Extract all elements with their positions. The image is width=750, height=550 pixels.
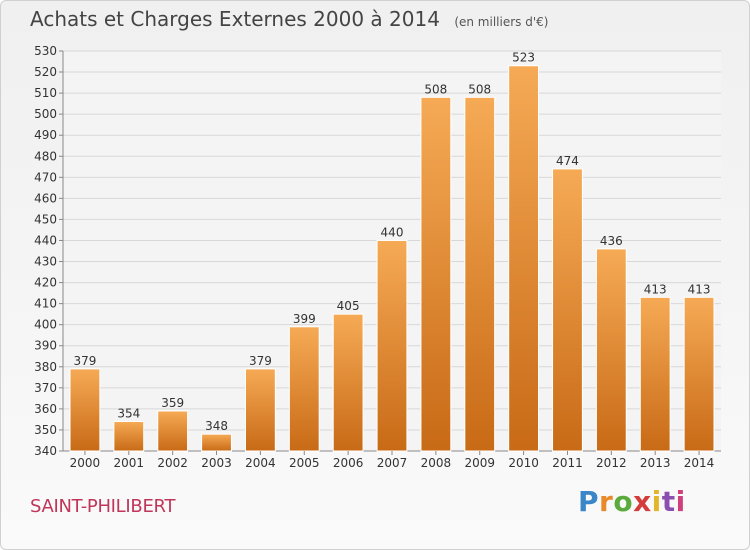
chart-title-text: Achats et Charges Externes 2000 à 2014 [30, 7, 440, 31]
x-tick-label-2000: 2000 [70, 456, 101, 470]
x-tick-label-2011: 2011 [552, 456, 583, 470]
x-tick-label-2014: 2014 [684, 456, 715, 470]
y-tick-label: 400 [34, 318, 57, 332]
chart-unit: (en milliers d'€) [454, 15, 549, 29]
logo-letter: t [661, 485, 676, 518]
chart-title: Achats et Charges Externes 2000 à 2014 (… [30, 7, 548, 31]
data-label-2003: 348 [205, 419, 228, 433]
y-tick-label: 410 [34, 297, 57, 311]
data-label-2004: 379 [249, 354, 272, 368]
x-tick-label-2007: 2007 [377, 456, 408, 470]
bar-2003 [201, 433, 232, 452]
x-tick-label-2008: 2008 [421, 456, 452, 470]
bar-2014 [683, 296, 715, 452]
y-tick-label: 340 [34, 444, 57, 458]
data-label-2012: 436 [600, 234, 623, 248]
data-label-2010: 523 [512, 51, 535, 65]
x-tick-label-2004: 2004 [245, 456, 276, 470]
y-tick-label: 440 [34, 233, 57, 247]
logo-letter: i [675, 485, 686, 518]
y-tick-label: 490 [34, 128, 57, 142]
y-tick-label: 500 [34, 107, 57, 121]
logo-letter: P [578, 485, 600, 518]
y-tick-label: 510 [34, 86, 57, 100]
x-tick-label-2002: 2002 [157, 456, 188, 470]
bar-2002 [157, 410, 189, 452]
bar-2009 [464, 96, 496, 452]
y-tick-label: 430 [34, 255, 57, 269]
commune-name: SAINT-PHILIBERT [30, 496, 176, 517]
logo-letter: o [613, 485, 634, 518]
data-label-2001: 354 [117, 407, 140, 421]
bar-2001 [113, 421, 145, 452]
bar-2010 [508, 65, 540, 452]
bar-2005 [288, 326, 320, 452]
y-tick-label: 380 [34, 360, 57, 374]
y-tick-label: 360 [34, 402, 57, 416]
bar-2011 [552, 168, 583, 452]
x-tick-label-2005: 2005 [289, 456, 320, 470]
y-tick-label: 390 [34, 339, 57, 353]
data-label-2006: 405 [337, 299, 360, 313]
x-tick-label-2003: 2003 [201, 456, 232, 470]
x-tick-label-2001: 2001 [114, 456, 145, 470]
data-label-2000: 379 [73, 354, 96, 368]
logo-letter: r [599, 485, 614, 518]
x-tick-label-2009: 2009 [464, 456, 495, 470]
x-tick-label-2012: 2012 [596, 456, 627, 470]
bar-2000 [69, 368, 101, 452]
data-label-2014: 413 [688, 282, 711, 296]
logo-letter: x [633, 485, 652, 518]
y-tick-label: 450 [34, 212, 57, 226]
y-tick-label: 350 [34, 423, 57, 437]
data-label-2008: 508 [424, 82, 447, 96]
data-label-2002: 359 [161, 396, 184, 410]
bar-2007 [376, 239, 408, 452]
data-label-2005: 399 [293, 312, 316, 326]
data-label-2013: 413 [644, 282, 667, 296]
bar-2006 [332, 313, 364, 452]
bar-2008 [420, 96, 452, 452]
x-tick-label-2013: 2013 [640, 456, 671, 470]
proxiti-logo: Proxiti [578, 485, 686, 518]
data-label-2009: 508 [468, 82, 491, 96]
bar-2012 [595, 248, 627, 452]
data-label-2007: 440 [381, 225, 404, 239]
y-tick-label: 530 [34, 44, 57, 58]
logo-letter: i [651, 485, 662, 518]
y-tick-label: 520 [34, 65, 57, 79]
y-tick-label: 420 [34, 276, 57, 290]
y-tick-label: 470 [34, 170, 57, 184]
x-tick-label-2010: 2010 [508, 456, 539, 470]
bar-2004 [244, 368, 276, 452]
y-tick-label: 460 [34, 191, 57, 205]
y-tick-label: 480 [34, 149, 57, 163]
x-tick-label-2006: 2006 [333, 456, 364, 470]
y-tick-label: 370 [34, 381, 57, 395]
bar-2013 [639, 296, 671, 452]
data-label-2011: 474 [556, 154, 579, 168]
